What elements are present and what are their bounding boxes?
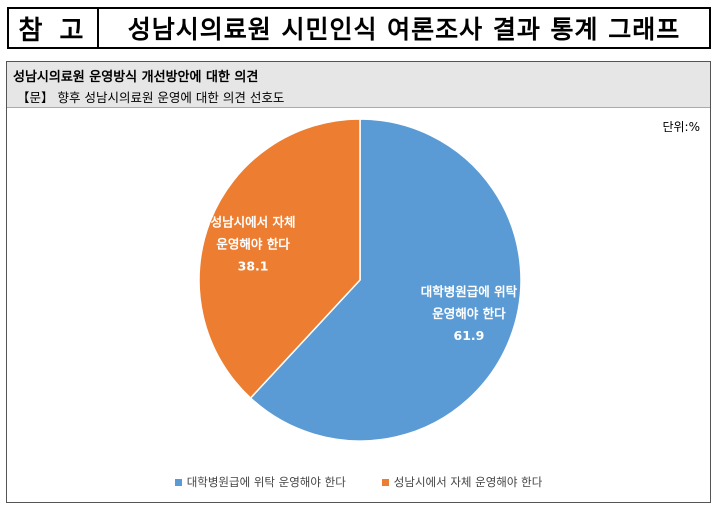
section-subtitle: 【문】 향후 성남시의료원 운영에 대한 의견 선호도 xyxy=(17,90,285,105)
chart-panel: 성남시의료원 운영방식 개선방안에 대한 의견 【문】 향후 성남시의료원 운영… xyxy=(6,61,711,503)
slice-value-label-1: 38.1 xyxy=(238,259,269,274)
unit-label: 단위:% xyxy=(662,120,700,134)
legend-swatch-b xyxy=(381,478,389,486)
legend: 대학병원급에 위탁 운영해야 한다 성남시에서 자체 운영해야 한다 xyxy=(7,474,710,490)
slice-category-label-0: 운영해야 한다 xyxy=(432,306,506,321)
legend-label-a: 대학병원급에 위탁 운영해야 한다 xyxy=(186,475,346,489)
slice-category-label-0: 대학병원급에 위탁 xyxy=(421,284,518,299)
header-box: 참 고 성남시의료원 시민인식 여론조사 결과 통계 그래프 xyxy=(7,7,711,49)
section-title: 성남시의료원 운영방식 개선방안에 대한 의견 xyxy=(13,70,259,85)
legend-swatch-a xyxy=(174,478,182,486)
legend-item-a: 대학병원급에 위탁 운영해야 한다 xyxy=(174,474,346,490)
pie-slice-0 xyxy=(249,118,522,442)
legend-item-b: 성남시에서 자체 운영해야 한다 xyxy=(381,474,543,490)
slice-category-label-1: 운영해야 한다 xyxy=(216,237,290,252)
slice-value-label-0: 61.9 xyxy=(454,328,485,343)
header-tag: 참 고 xyxy=(9,9,99,47)
legend-label-b: 성남시에서 자체 운영해야 한다 xyxy=(393,475,543,489)
slice-category-label-1: 성남시에서 자체 xyxy=(211,215,296,230)
pie-slice-1 xyxy=(198,118,361,400)
subtitle-bar: 성남시의료원 운영방식 개선방안에 대한 의견 【문】 향후 성남시의료원 운영… xyxy=(7,62,710,108)
header-title: 성남시의료원 시민인식 여론조사 결과 통계 그래프 xyxy=(127,15,681,44)
